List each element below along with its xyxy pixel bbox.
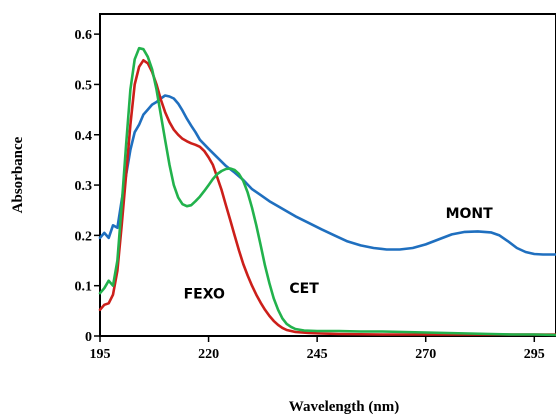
x-tick-label: 295	[524, 347, 545, 362]
x-tick-label: 195	[90, 347, 111, 362]
series-group	[98, 46, 556, 337]
y-ticks: 0 0.1 0.2 0.3 0.4 0.5 0.6	[75, 28, 100, 345]
y-tick-label: 0.1	[75, 280, 93, 295]
series-labels: MONT FEXO CET	[184, 206, 494, 303]
series-label-fexo: FEXO	[184, 286, 225, 302]
x-tick-label: 270	[415, 347, 436, 362]
y-tick-label: 0	[85, 330, 92, 345]
series-line-cet	[98, 46, 556, 337]
y-tick-label: 0.3	[75, 179, 93, 194]
plot-frame	[99, 13, 556, 337]
y-tick-label: 0.6	[75, 28, 93, 43]
y-tick-label: 0.4	[75, 129, 93, 144]
series-label-mont: MONT	[446, 206, 494, 222]
y-axis-title: Absorbance	[10, 136, 26, 213]
x-tick-label: 245	[307, 347, 328, 362]
x-axis-title: Wavelength (nm)	[289, 399, 399, 415]
y-tick-label: 0.2	[75, 229, 93, 244]
x-tick-label: 220	[198, 347, 219, 362]
series-line-fexo	[98, 59, 556, 336]
y-tick-label: 0.5	[75, 78, 93, 93]
x-ticks: 195 220 245 270 295	[90, 336, 545, 362]
series-label-cet: CET	[289, 281, 319, 297]
